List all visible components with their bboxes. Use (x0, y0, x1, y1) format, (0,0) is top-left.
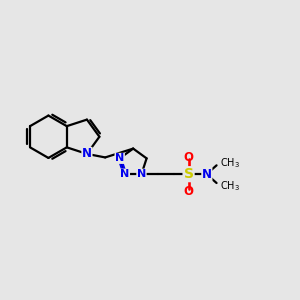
Text: S: S (184, 167, 194, 181)
Text: N: N (120, 169, 130, 179)
Text: N: N (115, 153, 124, 164)
Text: O: O (184, 151, 194, 164)
Text: CH$_3$: CH$_3$ (220, 179, 239, 193)
Text: CH$_3$: CH$_3$ (220, 156, 239, 170)
Text: N: N (202, 168, 212, 181)
Text: O: O (184, 185, 194, 198)
Text: N: N (137, 169, 146, 179)
Text: N: N (82, 147, 92, 161)
